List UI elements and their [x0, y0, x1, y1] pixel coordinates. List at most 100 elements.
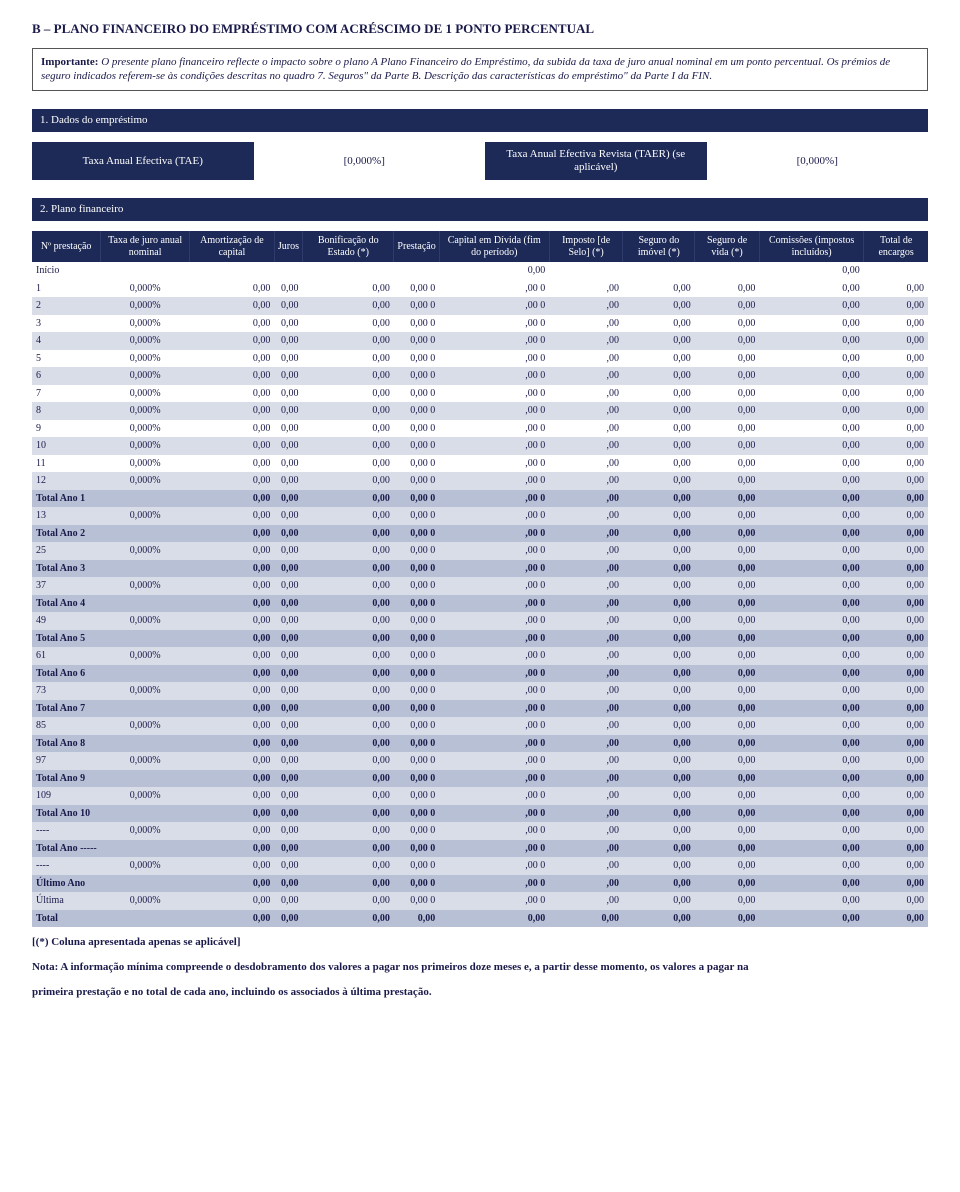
table-cell: 0,00	[864, 787, 928, 805]
table-cell: 0,00	[759, 875, 863, 893]
table-cell: ,00 0	[439, 682, 549, 700]
table-cell: 0,00	[864, 297, 928, 315]
table-cell: 13	[32, 507, 101, 525]
table-cell: Total Ano 1	[32, 490, 101, 508]
table-cell: ,00	[549, 297, 623, 315]
table-row: 130,000%0,000,000,000,00 0,00 0,000,000,…	[32, 507, 928, 525]
table-cell: 0,000%	[101, 280, 190, 298]
table-cell: 0,00	[759, 385, 863, 403]
table-cell: ,00	[549, 892, 623, 910]
table-cell: 6	[32, 367, 101, 385]
table-cell: 0,00	[864, 560, 928, 578]
rates-row: Taxa Anual Efectiva (TAE) [0,000%] Taxa …	[32, 142, 928, 180]
table-cell: 0,000%	[101, 892, 190, 910]
table-cell: 0,00	[189, 595, 274, 613]
table-row: Total Ano 50,000,000,000,00 0,00 0,000,0…	[32, 630, 928, 648]
table-cell: 0,00	[759, 262, 863, 280]
table-cell: ,00	[549, 857, 623, 875]
table-row: Total0,000,000,000,000,000,000,000,000,0…	[32, 910, 928, 928]
table-cell: 0,00 0	[394, 437, 439, 455]
table-cell: 0,00	[695, 595, 760, 613]
table-cell: 0,00	[695, 332, 760, 350]
financial-plan-table: Nº prestação Taxa de juro anual nominal …	[32, 231, 928, 927]
table-cell: 0,00	[864, 630, 928, 648]
table-cell: 0,00	[695, 367, 760, 385]
table-cell	[101, 805, 190, 823]
table-cell: 0,00 0	[394, 490, 439, 508]
table-cell: ,00	[549, 420, 623, 438]
table-cell: 0,000%	[101, 297, 190, 315]
tae-block: Taxa Anual Efectiva (TAE) [0,000%]	[32, 142, 475, 180]
table-row: 730,000%0,000,000,000,00 0,00 0,000,000,…	[32, 682, 928, 700]
table-cell: ,00	[549, 595, 623, 613]
table-cell: 0,00	[759, 350, 863, 368]
table-cell: 0,00	[759, 560, 863, 578]
table-cell: 0,00	[695, 472, 760, 490]
table-cell: 0,00	[864, 367, 928, 385]
table-cell: 0,00	[189, 612, 274, 630]
table-cell: ,00 0	[439, 367, 549, 385]
table-cell: 0,00	[864, 507, 928, 525]
table-cell: 0,00	[274, 367, 302, 385]
col-taxa: Taxa de juro anual nominal	[101, 231, 190, 262]
table-cell: 0,00 0	[394, 752, 439, 770]
table-cell: 0,00	[864, 280, 928, 298]
table-cell: 0,00	[394, 910, 439, 928]
table-cell: ----	[32, 822, 101, 840]
table-row: 610,000%0,000,000,000,00 0,00 0,000,000,…	[32, 647, 928, 665]
table-cell: 3	[32, 315, 101, 333]
table-cell: 0,000%	[101, 752, 190, 770]
taer-label: Taxa Anual Efectiva Revista (TAER) (se a…	[485, 142, 707, 180]
table-cell: ,00	[549, 490, 623, 508]
table-cell: 0,00	[274, 490, 302, 508]
table-cell: 0,00	[695, 420, 760, 438]
table-cell: 0,00	[695, 402, 760, 420]
important-lead: Importante:	[41, 56, 98, 68]
table-cell: 0,00	[623, 560, 695, 578]
table-cell: 0,00 0	[394, 787, 439, 805]
table-cell: 0,00	[274, 892, 302, 910]
table-row: 80,000%0,000,000,000,00 0,00 0,000,000,0…	[32, 402, 928, 420]
table-row: 970,000%0,000,000,000,00 0,00 0,000,000,…	[32, 752, 928, 770]
table-cell: 0,00	[189, 437, 274, 455]
table-cell: 0,00	[864, 350, 928, 368]
table-cell: 0,000%	[101, 822, 190, 840]
table-cell: 8	[32, 402, 101, 420]
table-cell: 0,00	[759, 437, 863, 455]
table-cell	[101, 630, 190, 648]
table-cell: 0,00	[864, 490, 928, 508]
table-cell: ,00	[549, 647, 623, 665]
table-cell: 0,00	[623, 787, 695, 805]
table-cell: 0,00	[274, 682, 302, 700]
table-cell: 0,00	[303, 420, 394, 438]
table-cell: 0,00	[189, 577, 274, 595]
table-cell: Total Ano 7	[32, 700, 101, 718]
table-cell: 0,00 0	[394, 560, 439, 578]
table-cell: 0,00	[274, 770, 302, 788]
table-cell: ,00	[549, 840, 623, 858]
table-cell: ,00	[549, 280, 623, 298]
table-cell: 0,00	[303, 857, 394, 875]
table-cell	[189, 262, 274, 280]
table-cell: ,00 0	[439, 507, 549, 525]
table-cell: 0,00	[189, 840, 274, 858]
table-cell: 0,00	[864, 682, 928, 700]
table-cell: 0,000%	[101, 542, 190, 560]
table-cell: 0,00	[189, 630, 274, 648]
table-cell: 0,000%	[101, 507, 190, 525]
table-cell: 0,00	[274, 875, 302, 893]
table-row: 90,000%0,000,000,000,00 0,00 0,000,000,0…	[32, 420, 928, 438]
table-cell: 0,00	[439, 910, 549, 928]
table-cell: 0,00	[759, 717, 863, 735]
table-cell: ,00	[549, 472, 623, 490]
table-cell: 0,00	[303, 595, 394, 613]
table-cell: 0,00	[189, 472, 274, 490]
table-cell	[101, 262, 190, 280]
table-cell: 0,00	[623, 385, 695, 403]
table-cell: 0,00	[189, 525, 274, 543]
col-capital: Capital em Dívida (fim do período)	[439, 231, 549, 262]
table-cell: 0,00	[189, 560, 274, 578]
table-cell: ,00	[549, 577, 623, 595]
table-row: Total Ano 90,000,000,000,00 0,00 0,000,0…	[32, 770, 928, 788]
table-cell: 0,00	[623, 437, 695, 455]
